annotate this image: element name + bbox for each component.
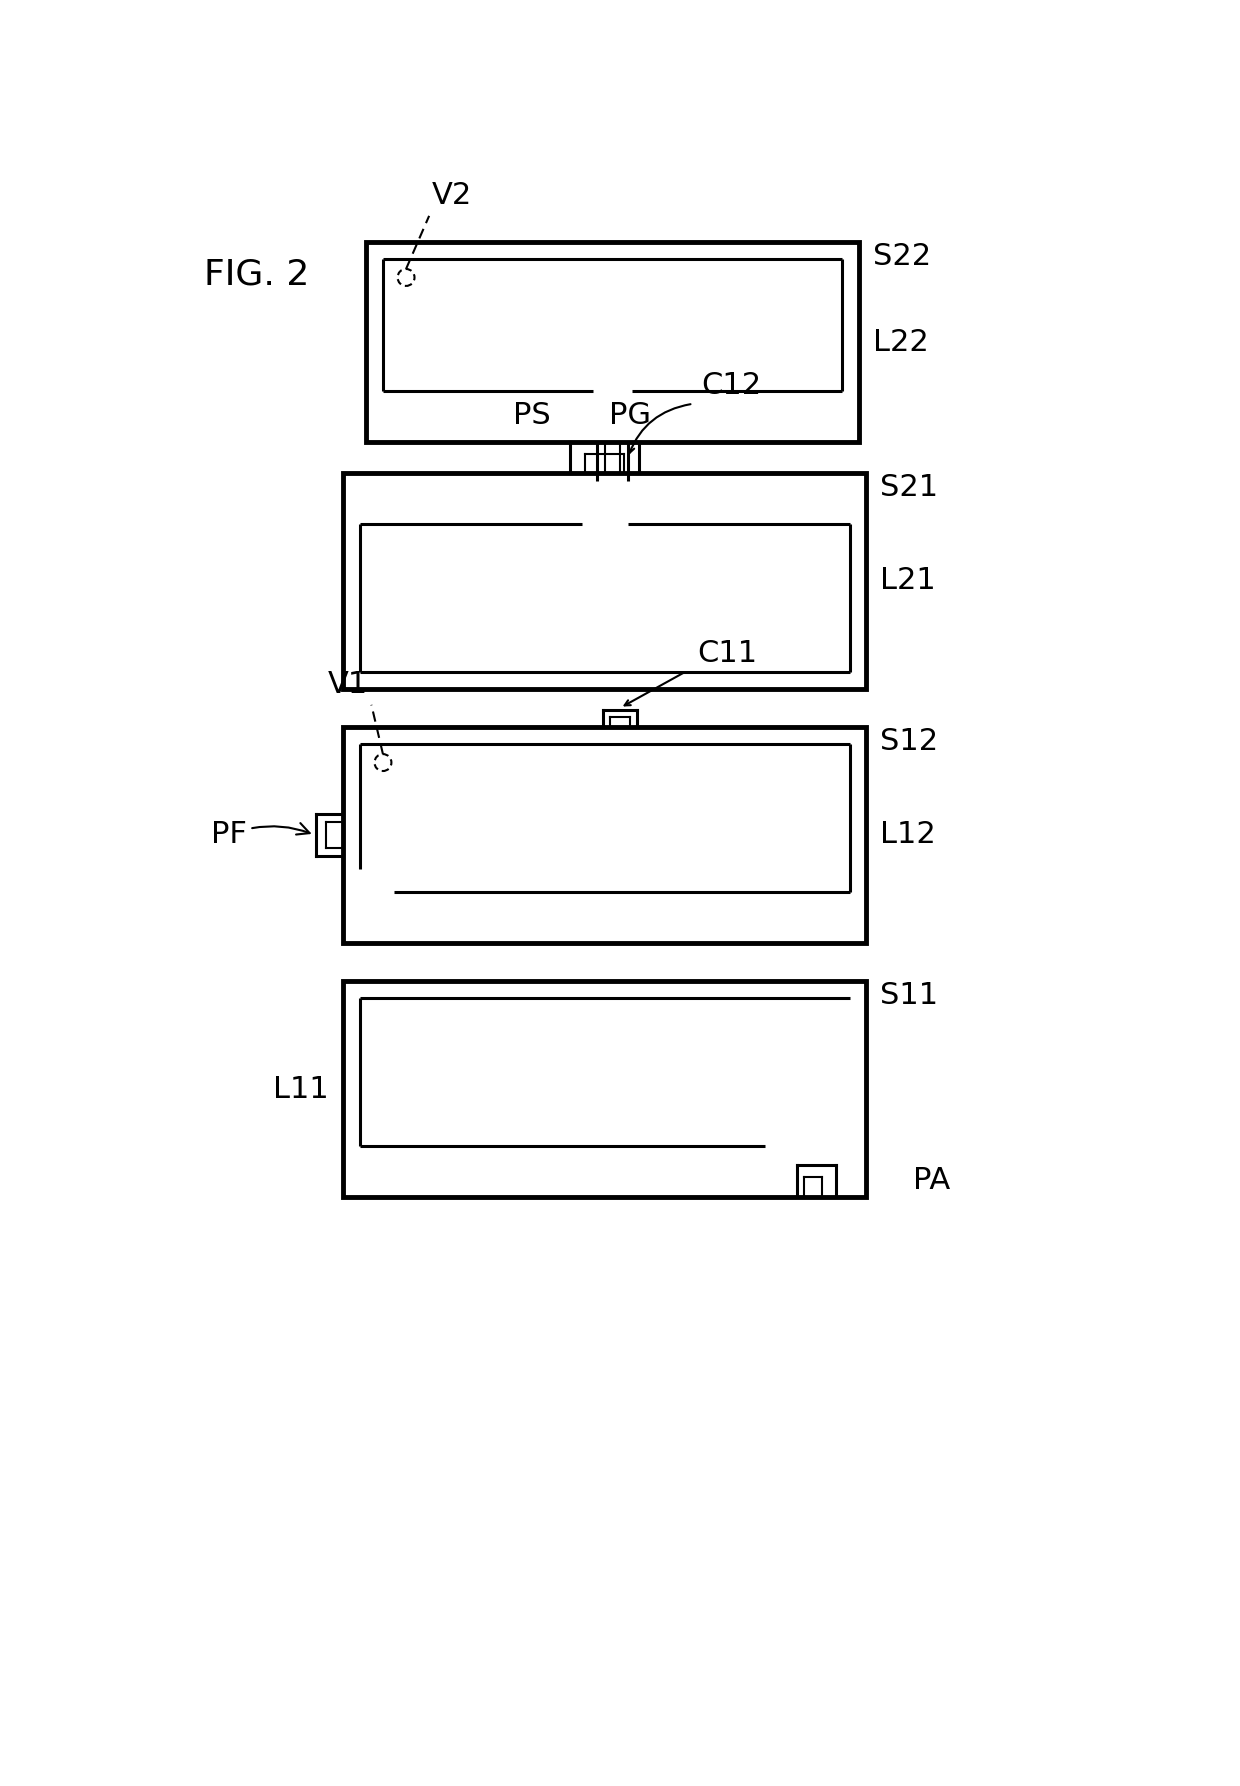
Text: L21: L21 <box>880 566 936 595</box>
Text: C11: C11 <box>697 639 758 668</box>
Bar <box>366 243 859 443</box>
Text: V2: V2 <box>432 180 471 209</box>
Bar <box>343 981 867 1197</box>
Text: V1: V1 <box>327 670 367 698</box>
Text: PS: PS <box>513 400 551 430</box>
Text: PF: PF <box>211 820 310 850</box>
Bar <box>343 473 867 689</box>
Text: S22: S22 <box>873 243 931 271</box>
Text: S12: S12 <box>880 727 939 755</box>
Text: PA: PA <box>913 1166 950 1195</box>
Text: C12: C12 <box>701 371 761 400</box>
Text: FIG. 2: FIG. 2 <box>205 257 310 291</box>
Text: L22: L22 <box>873 327 929 357</box>
Text: PG: PG <box>609 400 651 430</box>
Text: L11: L11 <box>273 1075 329 1104</box>
Text: S11: S11 <box>880 981 939 1011</box>
Bar <box>343 727 867 943</box>
Text: S21: S21 <box>880 473 939 502</box>
Text: L12: L12 <box>880 820 936 850</box>
